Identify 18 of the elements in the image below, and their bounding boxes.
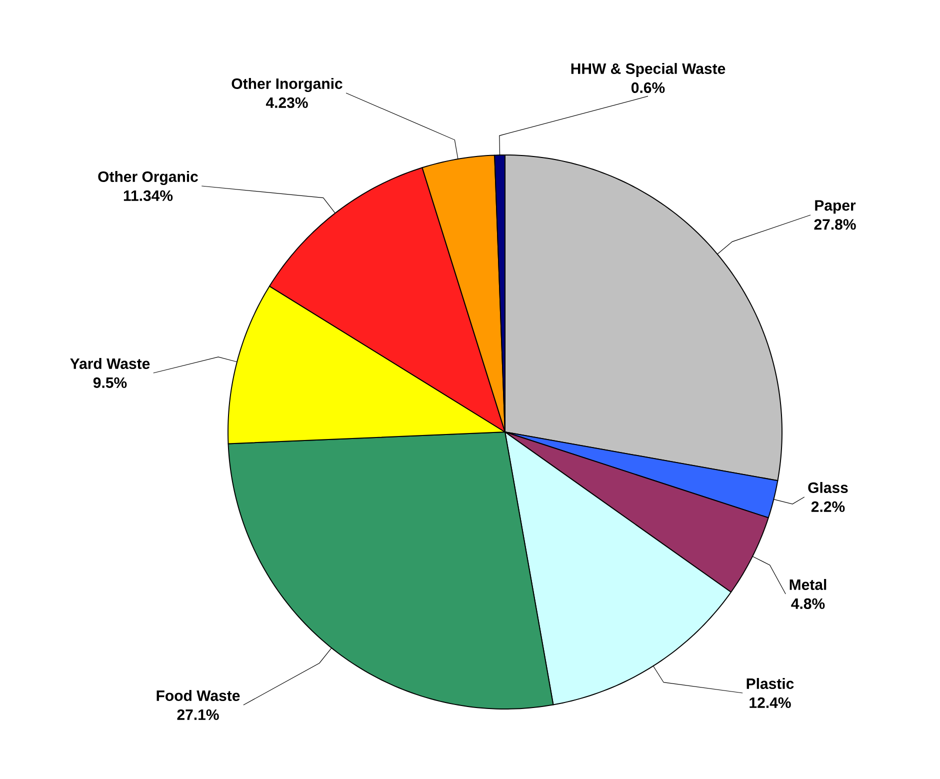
data-label: 0.6% — [632, 82, 665, 93]
data-label: 4.8% — [791, 598, 825, 609]
slice-label: Other Organic — [98, 170, 198, 186]
slice-label: Yard Waste — [70, 358, 150, 369]
data-label: 27.8% — [814, 219, 856, 230]
slice-label: Glass — [808, 482, 848, 494]
data-label: 11.34% — [124, 190, 173, 202]
data-label: 4.23% — [266, 97, 308, 108]
data-label: 9.5% — [93, 377, 127, 388]
slice-label: Plastic — [746, 678, 794, 690]
data-label: 27.1% — [177, 709, 219, 720]
slice-label: Food Waste — [156, 690, 240, 701]
slice-label: Paper — [815, 200, 856, 214]
data-label: 2.2% — [811, 501, 845, 512]
data-label: 12.4% — [750, 697, 791, 708]
slice-label: Other Inorganic — [232, 78, 342, 92]
slice-label: Metal — [790, 578, 826, 590]
slice-label: HHW & Special Waste — [571, 62, 726, 77]
